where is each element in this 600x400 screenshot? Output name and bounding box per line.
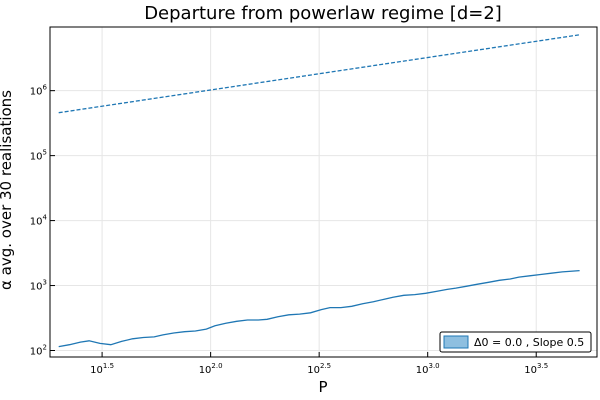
series-layer (58, 34, 580, 348)
legend-entry-label: Δ0 = 0.0 , Slope 0.5 (474, 336, 584, 349)
x-tick-label: 101.5 (90, 362, 114, 376)
y-axis-label: α avg. over 30 realisations (0, 90, 15, 290)
legend-box (439, 331, 592, 353)
x-tick-label: 102.5 (307, 362, 331, 376)
y-tick-label: 102 (30, 344, 47, 358)
y-tick-label: 103 (30, 279, 47, 293)
ticks-layer: 101.5 102.0 102.5 103.0 103.5 102 103 104 105 106 (30, 84, 548, 376)
reference-slope-line (58, 34, 580, 114)
x-tick-label: 103.5 (524, 362, 548, 376)
x-tick-label: 102.0 (199, 362, 223, 376)
y-tick-label: 104 (30, 214, 48, 228)
y-tick-label: 106 (30, 84, 48, 98)
legend-swatch (443, 335, 469, 349)
grid (50, 27, 597, 357)
series-line (58, 269, 580, 348)
x-axis-label: P (318, 378, 327, 396)
plot-frame (49, 26, 598, 358)
chart-title: Departure from powerlaw regime [d=2] (144, 3, 502, 24)
legend: Δ0 = 0.0 , Slope 0.5 (439, 331, 592, 353)
x-tick-label: 103.0 (416, 362, 440, 376)
y-tick-label: 105 (30, 149, 47, 163)
